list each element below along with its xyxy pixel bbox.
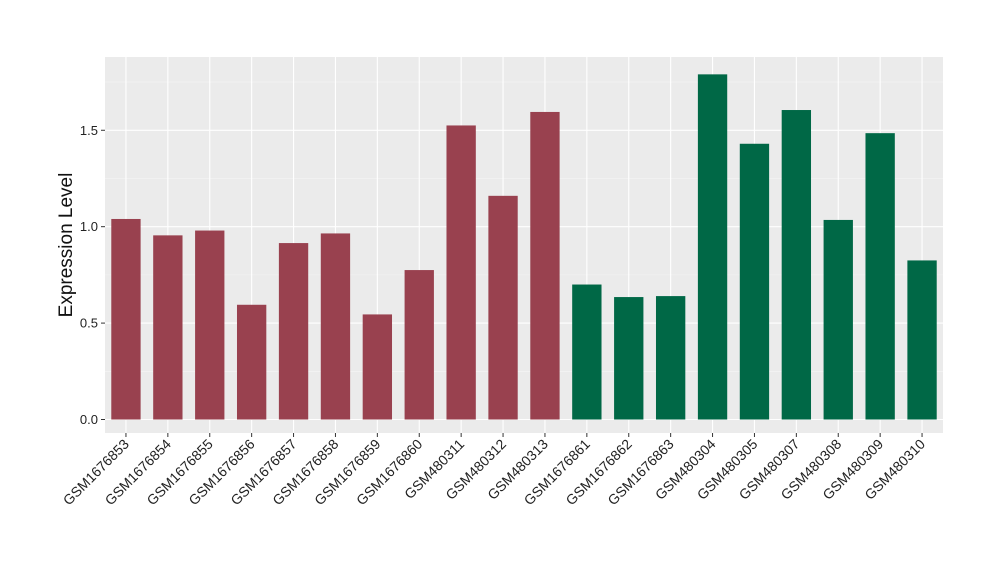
y-tick-label: 1.0 [80, 219, 98, 234]
bar-GSM1676863 [655, 296, 686, 420]
bar-GSM1676855 [195, 230, 225, 420]
bar-GSM480304 [697, 74, 728, 420]
bar-GSM1676858 [320, 233, 351, 420]
y-axis-title: Expression Level [56, 173, 77, 318]
bar-GSM1676857 [278, 243, 309, 420]
y-tick-label: 0.0 [80, 412, 98, 427]
bar-GSM1676862 [614, 297, 644, 420]
bar-GSM480308 [823, 219, 853, 420]
bar-GSM1676853 [111, 218, 141, 420]
bar-GSM1676861 [572, 284, 602, 420]
y-axis: 0.0 0.5 1.0 1.5 [80, 123, 105, 427]
y-tick-label: 0.5 [80, 316, 98, 331]
bar-GSM1676859 [362, 314, 393, 420]
bars [111, 74, 937, 420]
bar-GSM480309 [865, 133, 895, 420]
bar-GSM480307 [781, 110, 812, 420]
bar-GSM480305 [739, 143, 770, 420]
bar-GSM1676860 [404, 270, 434, 420]
y-tick-label: 1.5 [80, 123, 98, 138]
bar-GSM1676856 [236, 304, 267, 420]
plot-panel [105, 57, 943, 433]
bar-GSM1676854 [153, 235, 183, 420]
bar-GSM480313 [530, 111, 560, 420]
x-axis: GSM1676853GSM1676854GSM1676855GSM1676856… [60, 433, 928, 508]
bar-GSM480310 [907, 260, 937, 420]
bar-GSM480312 [488, 195, 518, 420]
bar-GSM480311 [446, 125, 476, 420]
